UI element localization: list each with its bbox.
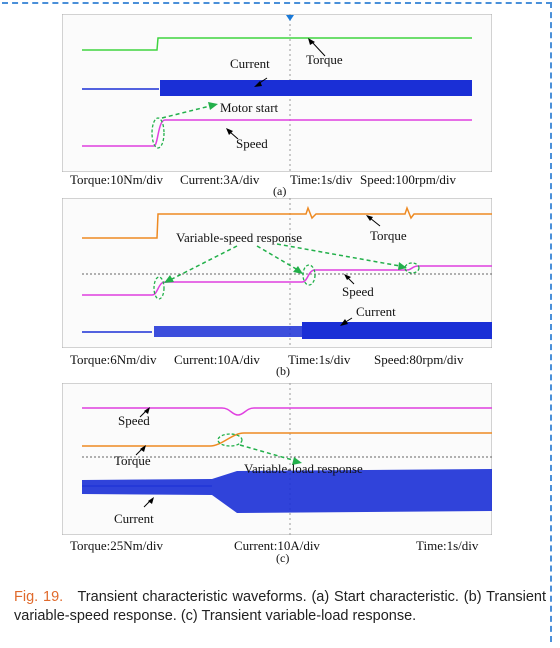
scope-c-traces: [62, 383, 492, 535]
scope-panel-b: Variable-speed response Torque Speed Cur…: [62, 198, 492, 348]
current-label-a: Current: [230, 56, 270, 71]
figure-number: Fig. 19.: [14, 589, 64, 605]
speed-trace: [82, 119, 472, 147]
scale-torque-b: Torque:6Nm/div: [70, 352, 157, 367]
speed-label-b: Speed: [342, 284, 374, 299]
sublabel-a: (a): [273, 184, 287, 198]
torque-trace: [82, 205, 492, 239]
scale-time-b: Time:1s/div: [288, 352, 351, 367]
scope-a-traces: [62, 14, 492, 172]
torque-trace: [82, 432, 492, 447]
sublabel-c: (c): [276, 551, 290, 565]
scope-panel-a: Current Torque Motor start Speed: [62, 14, 492, 172]
current-label-b: Current: [356, 304, 396, 319]
current-label-c: Current: [114, 511, 154, 526]
scale-torque-a: Torque:10Nm/div: [70, 172, 163, 187]
current-trace: [82, 469, 492, 513]
sublabel-b: (b): [276, 364, 290, 378]
scale-speed-a: Speed:100rpm/div: [360, 172, 457, 187]
scale-time-a: Time:1s/div: [290, 172, 353, 187]
current-trace: [160, 80, 472, 96]
scope-panel-c: Speed Torque Variable-load response Curr…: [62, 383, 492, 535]
scale-torque-c: Torque:25Nm/div: [70, 538, 163, 553]
speed-trace: [82, 407, 492, 416]
speed-label-c: Speed: [118, 413, 150, 428]
motor-start-arrow: [161, 105, 211, 119]
torque-trace: [82, 37, 472, 51]
trigger-marker: [286, 15, 294, 21]
figure-caption: Fig. 19. Transient characteristic wavefo…: [14, 588, 546, 626]
torque-label-a: Torque: [306, 52, 343, 67]
torque-label-c: Torque: [114, 453, 151, 468]
current-trace-high: [302, 322, 492, 339]
scale-time-c: Time:1s/div: [416, 538, 479, 553]
current-trace: [154, 326, 302, 337]
torque-label-b: Torque: [370, 228, 407, 243]
caption-text: Transient characteristic waveforms. (a) …: [14, 589, 547, 624]
scale-speed-b: Speed:80rpm/div: [374, 352, 464, 367]
motor-start-label: Motor start: [220, 100, 279, 115]
variable-load-label: Variable-load response: [244, 461, 363, 476]
speed-label-a: Speed: [236, 136, 268, 151]
scale-current-c: Current:10A/div: [234, 538, 320, 553]
scale-current-b: Current:10A/div: [174, 352, 260, 367]
motor-start-ellipse: [151, 117, 165, 149]
speed-trace: [82, 265, 492, 296]
variable-speed-label: Variable-speed response: [176, 230, 302, 245]
scale-current-a: Current:3A/div: [180, 172, 260, 187]
scope-b-traces: [62, 198, 492, 348]
figure-frame: [2, 2, 552, 642]
